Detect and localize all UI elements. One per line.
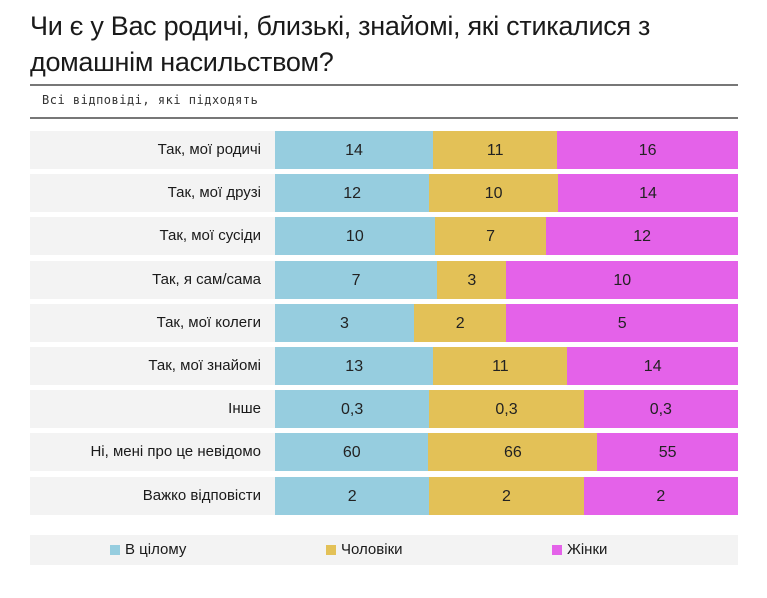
bar-segment: 7	[434, 217, 547, 256]
legend-swatch	[552, 545, 562, 555]
legend-label: В цілому	[125, 541, 187, 558]
bar-row: Так, я сам/сама 7 3 10	[30, 260, 738, 299]
category-label: Так, мої родичі	[30, 131, 275, 169]
bar-segment: 14	[275, 131, 434, 169]
bar-segment: 2	[583, 476, 738, 515]
bar-segment: 10	[275, 217, 435, 256]
bar-segment: 16	[557, 131, 738, 169]
bar-segment: 7	[275, 260, 438, 299]
category-label: Ні, мені про це невідомо	[30, 433, 275, 472]
legend-item: В цілому	[110, 535, 186, 565]
legend-swatch	[110, 545, 120, 555]
legend-label: Чоловіки	[341, 541, 403, 558]
bar-row: Важко відповісти 2 2 2	[30, 476, 738, 515]
legend-label: Жінки	[567, 541, 608, 558]
bar-row: Так, мої знайомі 13 11 14	[30, 347, 738, 385]
divider	[30, 84, 738, 86]
bar-segment: 10	[429, 174, 558, 213]
bar-segment: 0,3	[583, 390, 738, 429]
stacked-bar: 60 66 55	[275, 433, 738, 472]
bar-segment: 12	[275, 174, 430, 213]
bar-segment: 14	[567, 347, 738, 385]
category-label: Так, мої сусіди	[30, 217, 275, 256]
bar-segment: 55	[597, 433, 738, 472]
bar-row: Ні, мені про це невідомо 60 66 55	[30, 433, 738, 472]
bar-row: Так, мої друзі 12 10 14	[30, 174, 738, 213]
category-label: Так, мої колеги	[30, 303, 275, 342]
stacked-bar: 13 11 14	[275, 347, 738, 385]
bar-segment: 5	[506, 303, 738, 342]
bar-segment: 3	[275, 303, 414, 342]
bar-row: Інше 0,3 0,3 0,3	[30, 390, 738, 429]
legend-item: Жінки	[552, 535, 607, 565]
bar-segment: 12	[546, 217, 738, 256]
category-label: Так, я сам/сама	[30, 260, 275, 299]
bar-segment: 10	[506, 260, 738, 299]
bar-segment: 60	[275, 433, 429, 472]
bar-segment: 14	[557, 174, 738, 213]
bar-segment: 0,3	[275, 390, 430, 429]
legend-item: Чоловіки	[326, 535, 403, 565]
stacked-bar: 0,3 0,3 0,3	[275, 390, 738, 429]
divider	[30, 117, 738, 119]
legend: В цілому Чоловіки Жінки	[30, 535, 738, 565]
bar-segment: 0,3	[429, 390, 584, 429]
category-label: Інше	[30, 390, 275, 429]
bar-segment: 2	[275, 476, 430, 515]
category-label: Так, мої знайомі	[30, 347, 275, 385]
bar-segment: 11	[433, 347, 568, 385]
category-label: Важко відповісти	[30, 476, 275, 515]
bar-segment: 11	[433, 131, 558, 169]
bar-segment: 66	[428, 433, 598, 472]
bar-segment: 13	[275, 347, 434, 385]
bar-segment: 3	[437, 260, 507, 299]
stacked-bar: 12 10 14	[275, 174, 738, 213]
bar-segment: 2	[413, 303, 507, 342]
chart-title: Чи є у Вас родичі, близькі, знайомі, які…	[30, 11, 651, 77]
stacked-bar: 14 11 16	[275, 131, 738, 169]
chart-subtitle: Всі відповіді, які підходять	[42, 93, 259, 107]
bar-segment: 2	[429, 476, 584, 515]
bar-row: Так, мої колеги 3 2 5	[30, 303, 738, 342]
bar-row: Так, мої сусіди 10 7 12	[30, 217, 738, 256]
category-label: Так, мої друзі	[30, 174, 275, 213]
bar-row: Так, мої родичі 14 11 16	[30, 131, 738, 169]
stacked-bar: 7 3 10	[275, 260, 738, 299]
stacked-bar: 10 7 12	[275, 217, 738, 256]
legend-swatch	[326, 545, 336, 555]
